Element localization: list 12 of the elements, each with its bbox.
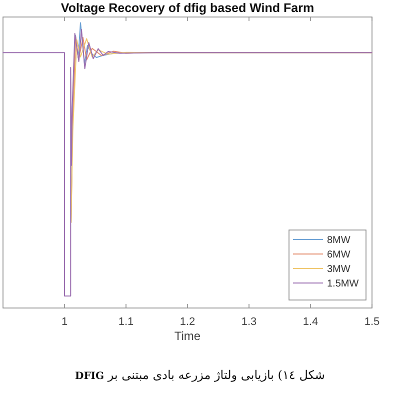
- x-axis-title: Time: [174, 329, 201, 343]
- legend-label: 3MW: [327, 264, 351, 275]
- x-tick-label: 1.4: [302, 316, 318, 328]
- legend-label: 1.5MW: [327, 278, 360, 290]
- legend-label: 6MW: [327, 250, 351, 260]
- legend-label: 8MW: [327, 235, 351, 246]
- x-tick-label: 1.5: [364, 316, 380, 328]
- x-tick-label: 1.1: [118, 316, 134, 328]
- x-tick-label: 1.3: [241, 316, 257, 328]
- x-tick-label: 1.2: [180, 316, 196, 328]
- chart-title: Voltage Recovery of dfig based Wind Farm: [60, 1, 314, 15]
- x-tick-label: 1: [61, 316, 68, 328]
